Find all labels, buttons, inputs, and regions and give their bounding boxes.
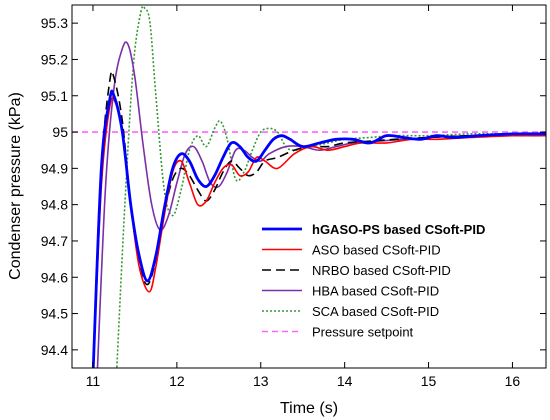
legend-label-nrbo-based-csoft-pid: NRBO based CSoft-PID [312, 263, 451, 278]
legend-label-hba-based-csoft-pid: HBA based CSoft-PID [312, 284, 439, 299]
x-tick-label: 14 [337, 373, 353, 389]
ticks-layer: 11 12 13 14 15 16 94.4 94.5 94.6 94.7 94.8 94.9 95 95… [41, 5, 546, 389]
plot-frame [71, 4, 547, 369]
legend-label-sca-based-csoft-pid: SCA based CSoft-PID [312, 304, 439, 319]
y-tick-label: 94.9 [41, 160, 68, 176]
y-tick-label: 94.5 [41, 306, 68, 322]
y-tick-label: 94.6 [41, 269, 68, 285]
y-tick-label: 95.3 [41, 15, 68, 31]
y-tick-label: 94.7 [41, 233, 68, 249]
y-axis-title: Condenser pressure (kPa) [7, 92, 24, 280]
legend-label-hgaso-ps-based-csoft-pid: hGASO-PS based CSoft-PID [312, 222, 485, 237]
y-tick-label: 95 [52, 124, 68, 140]
legend-label-aso-based-csoft-pid: ASO based CSoft-PID [312, 243, 441, 258]
y-tick-label: 94.8 [41, 197, 68, 213]
x-tick-label: 15 [421, 373, 437, 389]
series-line-hgaso-ps-based-csoft-pid [91, 89, 546, 368]
x-tick-label: 11 [86, 373, 101, 389]
legend: hGASO-PS based CSoft-PID ASO based CSoft-… [262, 222, 485, 340]
y-tick-label: 95.2 [41, 51, 68, 67]
x-tick-label: 13 [253, 373, 269, 389]
legend-label-pressure-setpoint: Pressure setpoint [312, 325, 414, 340]
y-tick-label: 95.1 [41, 88, 68, 104]
x-axis-title: Time (s) [280, 400, 338, 417]
x-tick-label: 16 [505, 373, 521, 389]
x-tick-label: 12 [169, 373, 185, 389]
series-layer [72, 5, 546, 368]
y-tick-label: 94.4 [41, 342, 68, 358]
